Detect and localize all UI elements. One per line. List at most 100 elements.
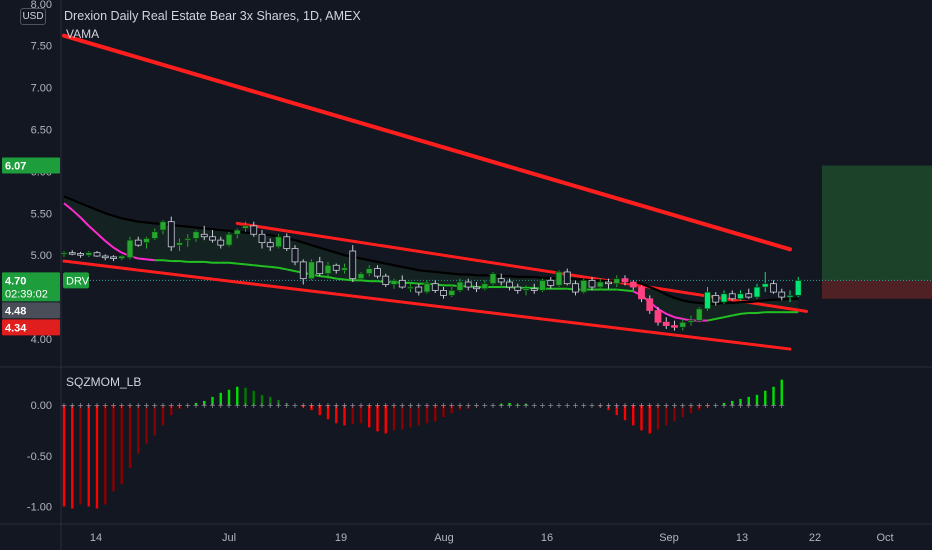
candle[interactable] <box>572 280 579 296</box>
candle[interactable] <box>209 230 216 243</box>
candle[interactable] <box>275 234 282 249</box>
candle[interactable] <box>737 290 744 301</box>
squeeze-momentum-label[interactable]: SQZMOM_LB <box>66 375 142 389</box>
candle[interactable] <box>184 234 192 247</box>
candle[interactable] <box>324 261 332 279</box>
candle[interactable] <box>266 238 274 252</box>
candle[interactable] <box>547 276 555 289</box>
candle[interactable] <box>258 230 266 249</box>
candle[interactable] <box>646 295 654 314</box>
price-pane[interactable] <box>60 33 932 351</box>
vama-line[interactable] <box>63 195 799 305</box>
candle[interactable] <box>555 270 563 288</box>
candle[interactable] <box>93 251 101 257</box>
candle[interactable] <box>720 290 728 304</box>
candle[interactable] <box>481 280 489 291</box>
candle[interactable] <box>621 275 629 286</box>
candle[interactable] <box>431 280 439 293</box>
candle[interactable] <box>110 255 117 262</box>
candle[interactable] <box>85 251 93 257</box>
candle[interactable] <box>407 282 414 293</box>
candle[interactable] <box>654 307 662 326</box>
loss-zone[interactable] <box>822 280 932 299</box>
candle[interactable] <box>753 283 761 299</box>
candle[interactable] <box>126 236 134 260</box>
candle[interactable] <box>341 263 348 274</box>
candle[interactable] <box>225 231 233 247</box>
candle[interactable] <box>143 236 150 249</box>
candle[interactable] <box>473 282 480 293</box>
candle[interactable] <box>192 230 200 242</box>
candle[interactable] <box>101 254 109 261</box>
candle[interactable] <box>374 265 381 279</box>
candle[interactable] <box>761 271 769 293</box>
candle[interactable] <box>448 287 456 298</box>
candle[interactable] <box>596 278 604 289</box>
candle[interactable] <box>382 273 390 288</box>
candle[interactable] <box>167 216 175 252</box>
candle[interactable] <box>778 288 786 301</box>
candle[interactable] <box>794 276 802 298</box>
candle[interactable] <box>283 233 291 252</box>
candle[interactable] <box>497 273 505 286</box>
candle[interactable] <box>118 255 126 261</box>
candle[interactable] <box>217 236 225 249</box>
candle[interactable] <box>242 221 249 232</box>
candle[interactable] <box>786 290 794 303</box>
candle[interactable] <box>398 275 406 289</box>
candle[interactable] <box>423 280 431 294</box>
candle[interactable] <box>662 317 670 329</box>
candle[interactable] <box>159 220 167 235</box>
candle[interactable] <box>489 271 497 286</box>
candle[interactable] <box>613 275 621 288</box>
candle[interactable] <box>77 251 84 258</box>
candle[interactable] <box>580 278 588 294</box>
candle[interactable] <box>712 292 720 306</box>
candle[interactable] <box>365 265 373 277</box>
candle[interactable] <box>68 250 76 256</box>
candle[interactable] <box>349 245 357 283</box>
vama-indicator-label[interactable]: VAMA <box>66 27 100 41</box>
candle[interactable] <box>151 228 159 241</box>
candle[interactable] <box>679 318 687 331</box>
candle[interactable] <box>704 287 711 311</box>
candle[interactable] <box>291 245 299 266</box>
candle[interactable] <box>539 278 546 293</box>
candle[interactable] <box>250 221 258 237</box>
candle[interactable] <box>745 288 753 299</box>
candle[interactable] <box>390 278 398 289</box>
currency-button[interactable]: USD <box>20 8 46 25</box>
vama-red-trendline[interactable] <box>62 33 792 252</box>
candle[interactable] <box>671 320 678 331</box>
candle[interactable] <box>464 278 472 291</box>
candle[interactable] <box>456 278 464 293</box>
candle[interactable] <box>563 268 571 286</box>
candle[interactable] <box>695 307 703 323</box>
candle[interactable] <box>522 285 530 296</box>
channel-lower-trendline[interactable] <box>62 259 792 351</box>
momentum-pane[interactable]: + + + + + + + + + + + + + + + + + + + + + + + + + + + + + + + + + + + + + + + +… <box>61 379 785 509</box>
candle[interactable] <box>629 280 637 291</box>
candle[interactable] <box>134 236 142 247</box>
candle[interactable] <box>415 283 423 296</box>
candle[interactable] <box>588 276 596 291</box>
candle[interactable] <box>299 259 307 285</box>
candle[interactable] <box>728 290 736 301</box>
candle[interactable] <box>770 280 777 294</box>
candle[interactable] <box>316 256 324 277</box>
channel-upper-trendline[interactable] <box>235 221 808 313</box>
candle[interactable] <box>233 228 241 239</box>
candle[interactable] <box>605 278 612 289</box>
candle[interactable] <box>687 315 695 326</box>
candle[interactable] <box>176 238 183 252</box>
candle[interactable] <box>506 278 513 291</box>
candle[interactable] <box>200 225 208 241</box>
candle[interactable] <box>357 271 365 281</box>
candle[interactable] <box>440 287 447 299</box>
candle[interactable] <box>308 259 315 281</box>
candle[interactable] <box>638 285 645 303</box>
candle[interactable] <box>332 263 340 274</box>
candle[interactable] <box>514 283 522 294</box>
profit-zone[interactable] <box>822 165 932 281</box>
